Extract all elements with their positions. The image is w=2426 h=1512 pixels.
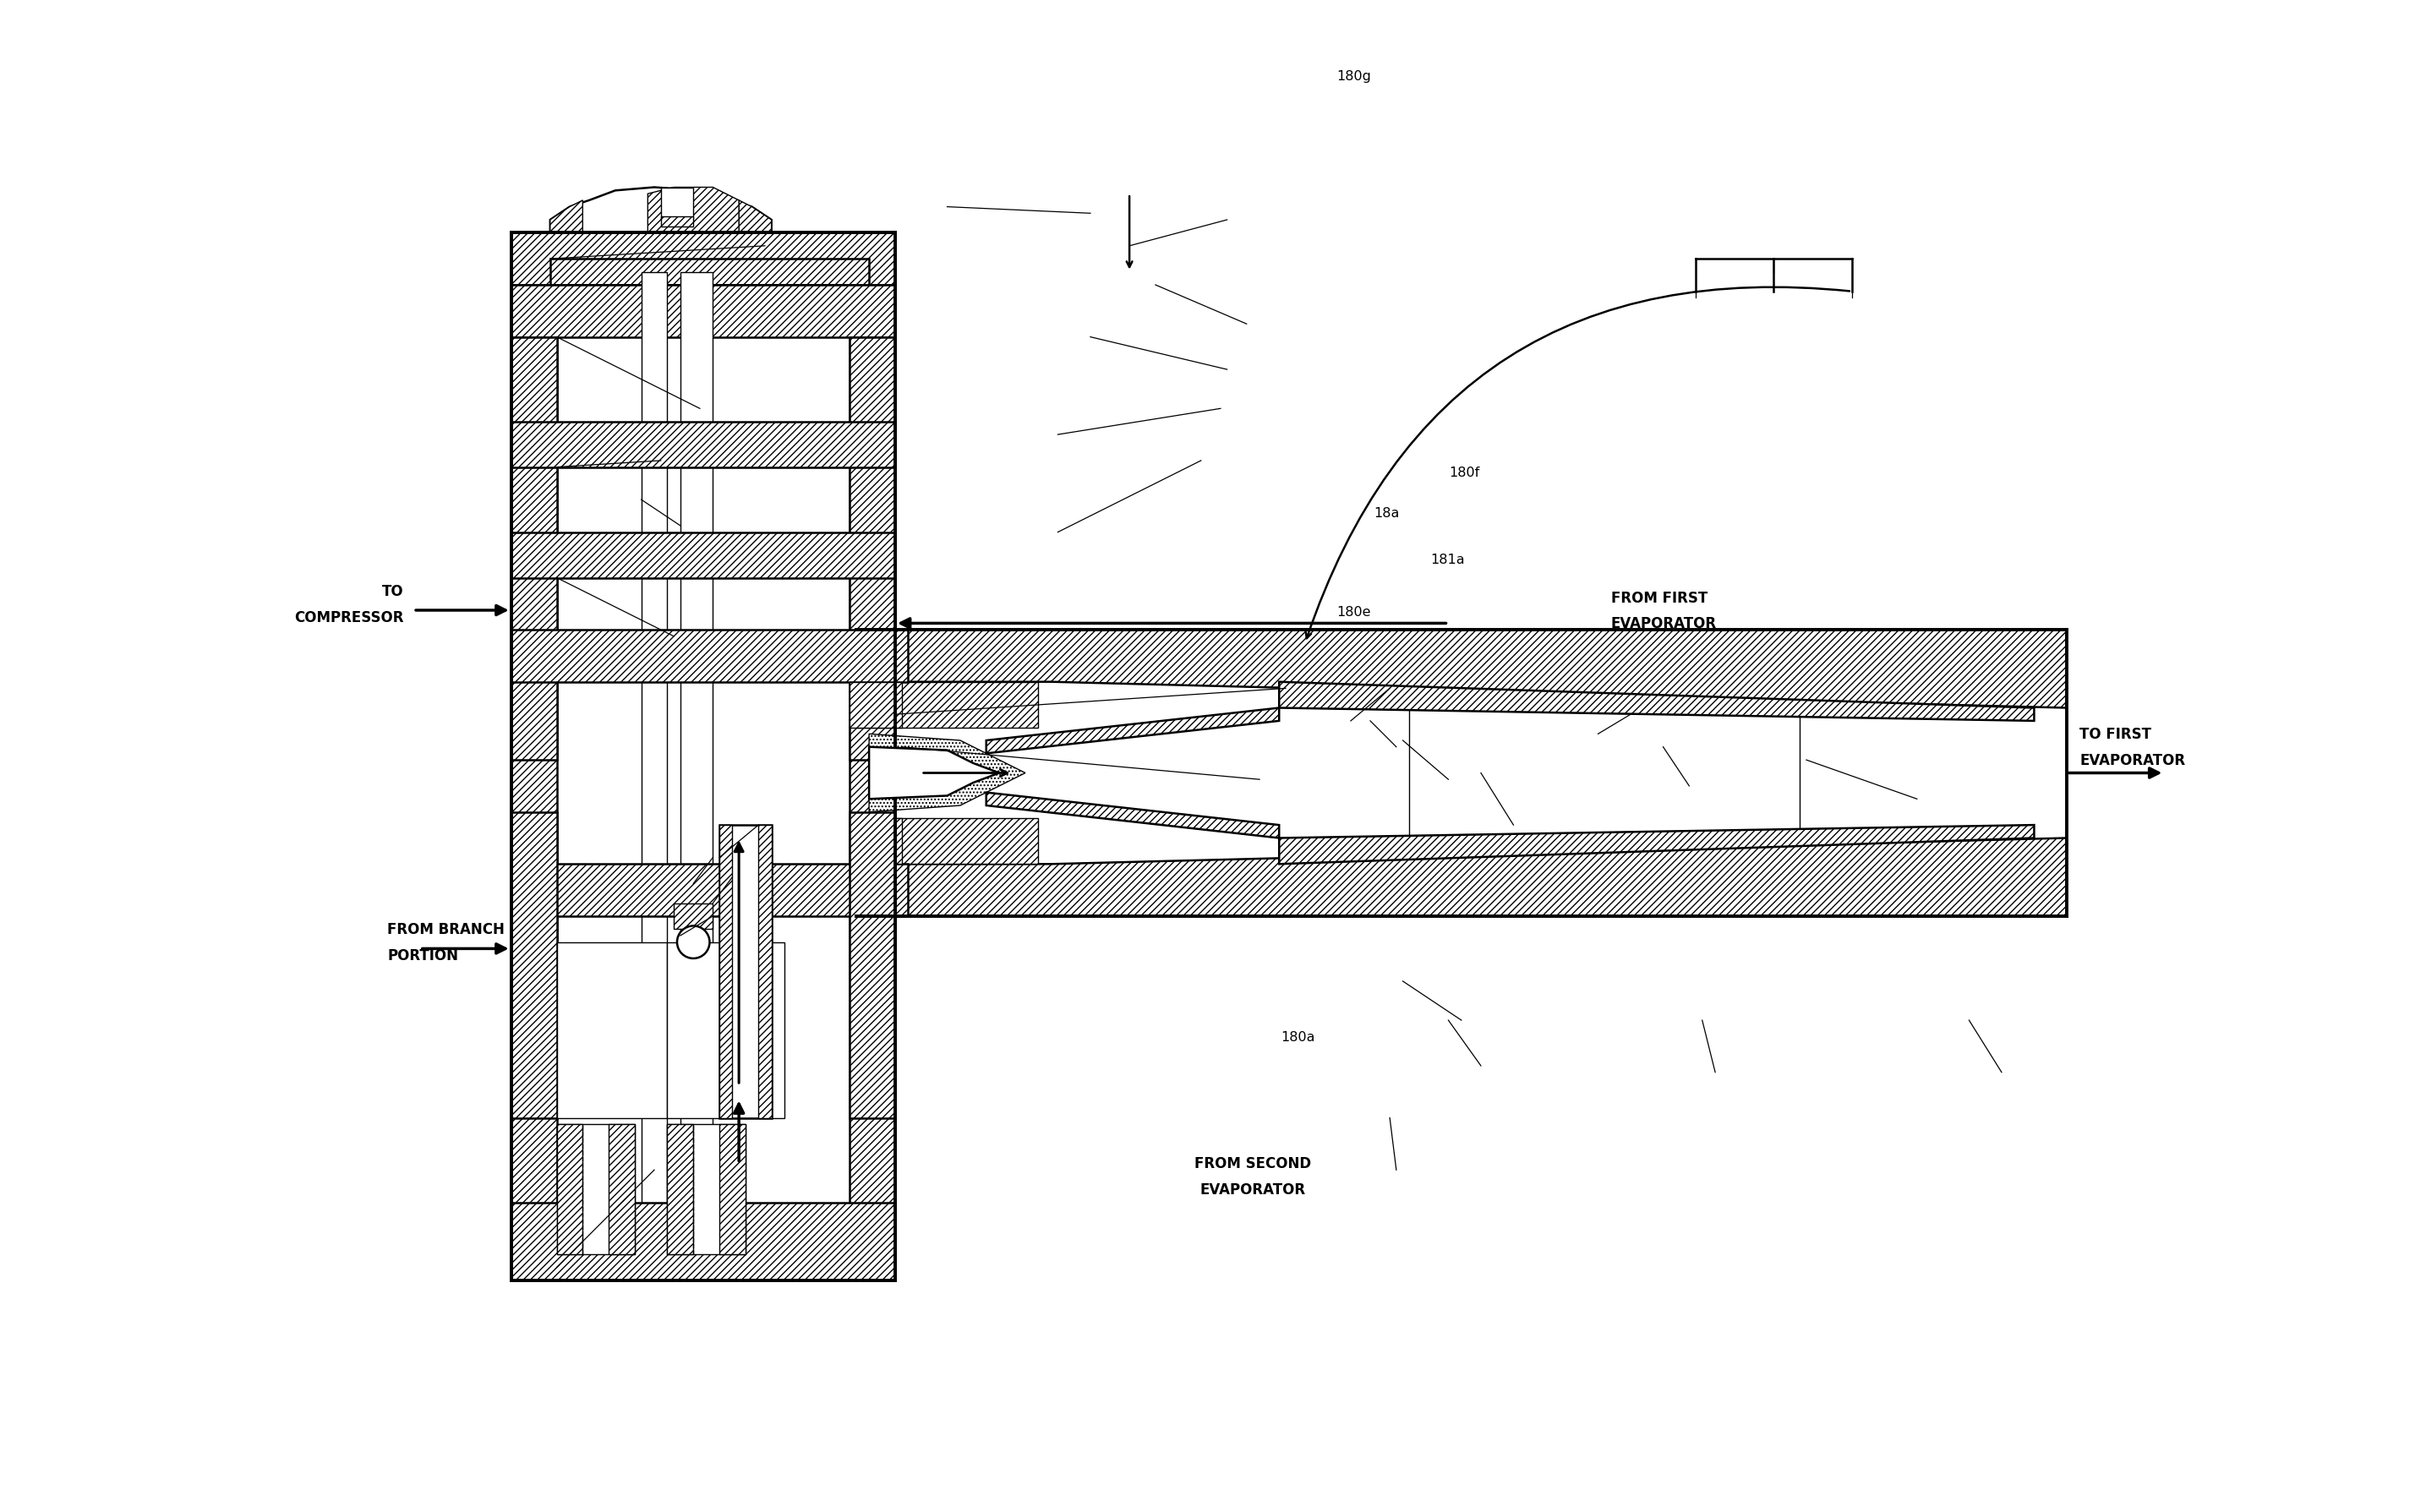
Bar [660, 187, 694, 221]
Bar [609, 1125, 636, 1255]
Bar [556, 1125, 636, 1255]
Bar [512, 865, 907, 916]
Bar [674, 962, 713, 987]
Polygon shape [987, 792, 1279, 838]
Bar [679, 272, 713, 1267]
Bar [856, 682, 1038, 727]
Text: EVAPORATOR: EVAPORATOR [1611, 615, 1718, 632]
Bar [721, 826, 733, 1117]
Bar [849, 266, 895, 1281]
Bar [721, 1125, 745, 1255]
Text: 180g: 180g [1337, 71, 1371, 83]
Bar [570, 286, 844, 311]
Bar [856, 820, 1038, 865]
Bar [512, 812, 556, 1117]
Bar [849, 820, 902, 865]
Bar [512, 631, 907, 682]
Text: EVAPORATOR: EVAPORATOR [2079, 753, 2186, 768]
Polygon shape [648, 187, 740, 233]
Bar [849, 682, 902, 727]
Text: FROM SECOND: FROM SECOND [1194, 1157, 1312, 1172]
Text: 18a: 18a [1373, 507, 1400, 520]
Polygon shape [1279, 682, 2033, 721]
Circle shape [677, 927, 711, 959]
Bar [674, 903, 713, 930]
Bar [512, 286, 895, 337]
Bar [512, 266, 556, 1281]
Bar [556, 942, 667, 1117]
Text: 181a: 181a [1429, 553, 1465, 565]
Bar [512, 337, 556, 761]
Text: TO: TO [381, 584, 403, 599]
Bar [721, 826, 771, 1117]
Bar [849, 812, 895, 1117]
Polygon shape [551, 201, 582, 233]
Bar [640, 272, 667, 1267]
Text: EVAPORATOR: EVAPORATOR [1201, 1182, 1305, 1198]
Bar [512, 1202, 895, 1281]
Polygon shape [869, 747, 1000, 800]
Text: FROM FIRST: FROM FIRST [1611, 590, 1708, 605]
Bar [512, 422, 895, 467]
Bar [759, 826, 771, 1117]
Text: FROM BRANCH: FROM BRANCH [388, 922, 505, 937]
Text: COMPRESSOR: COMPRESSOR [294, 609, 403, 624]
Polygon shape [987, 708, 1279, 754]
Polygon shape [1279, 826, 2033, 865]
Bar [667, 1125, 745, 1255]
FancyArrowPatch shape [1305, 287, 1849, 638]
Polygon shape [856, 838, 2067, 916]
Bar [551, 260, 869, 286]
Polygon shape [869, 735, 1026, 812]
Text: PORTION: PORTION [388, 948, 459, 963]
Bar [512, 532, 895, 578]
Text: 180e: 180e [1337, 606, 1371, 618]
Polygon shape [740, 201, 771, 233]
Text: TO FIRST: TO FIRST [2079, 727, 2152, 742]
Bar [556, 1125, 582, 1255]
Polygon shape [551, 187, 771, 233]
Bar [667, 1125, 694, 1255]
Bar [667, 942, 784, 1117]
Bar [512, 233, 895, 286]
Polygon shape [856, 631, 2067, 708]
Text: 180a: 180a [1281, 1031, 1315, 1043]
Bar [849, 337, 895, 761]
Bar [660, 218, 694, 227]
Text: 180f: 180f [1448, 466, 1480, 479]
